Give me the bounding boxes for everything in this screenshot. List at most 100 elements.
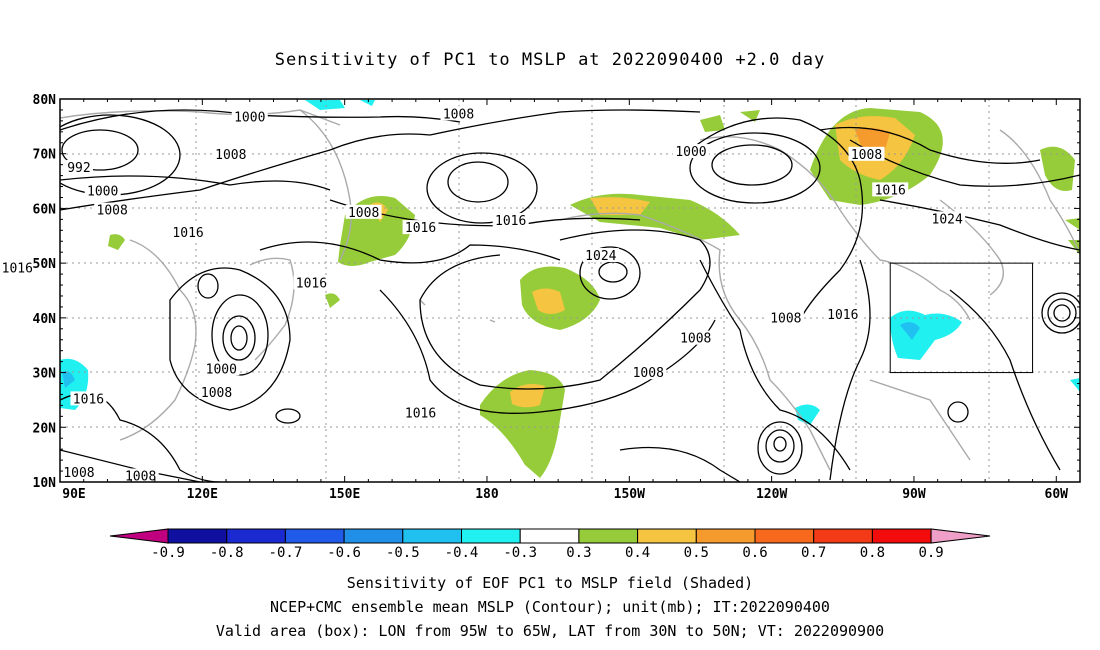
contour-label: 1016 (70, 391, 107, 407)
svg-text:1016: 1016 (405, 221, 436, 236)
colorbar-swatch (813, 528, 873, 544)
svg-text:1008: 1008 (851, 148, 882, 163)
colorbar-swatch (754, 528, 815, 544)
colorbar-swatch (578, 528, 639, 544)
contour-label: 1008 (767, 310, 804, 326)
svg-text:1008: 1008 (97, 204, 128, 219)
svg-text:1008: 1008 (443, 107, 474, 122)
colorbar-label: -0.4 (445, 545, 479, 561)
axis-ticks (59, 98, 1081, 483)
colorbar-swatch (871, 528, 932, 544)
colorbar-label: -0.3 (503, 545, 537, 561)
svg-text:1016: 1016 (73, 392, 104, 407)
colorbar-label: -0.9 (151, 545, 185, 561)
svg-text:1016: 1016 (2, 262, 33, 277)
svg-text:1000: 1000 (87, 184, 118, 199)
svg-text:1024: 1024 (932, 212, 963, 227)
svg-text:1016: 1016 (405, 407, 436, 422)
svg-text:1016: 1016 (495, 214, 526, 229)
svg-text:1008: 1008 (215, 148, 246, 163)
colorbar-swatch (695, 528, 756, 544)
contour-label: 1016 (0, 260, 36, 277)
colorbar-right-arrow (930, 528, 991, 544)
svg-text:1008: 1008 (633, 366, 664, 381)
sensitivity-shading (60, 100, 1080, 478)
lon-tick-label: 120W (756, 487, 787, 502)
map-frame (59, 98, 1081, 483)
caption-line-3: Valid area (box): LON from 95W to 65W, L… (215, 622, 885, 640)
lat-tick-label: 30N (33, 367, 57, 382)
lon-tick-label: 90E (62, 487, 85, 502)
caption-line-1: Sensitivity of EOF PC1 to MSLP field (Sh… (346, 574, 754, 592)
svg-text:1016: 1016 (296, 276, 327, 291)
colorbar-swatch (402, 528, 462, 544)
svg-text:1000: 1000 (675, 145, 706, 160)
colorbar-label: 0.3 (566, 545, 591, 561)
colorbar-label: 0.7 (801, 545, 826, 561)
colorbar-label: 0.4 (625, 545, 650, 561)
colorbar-label: -0.5 (386, 545, 420, 561)
colorbar-swatch (167, 528, 228, 544)
colorbar-label: -0.6 (327, 545, 361, 561)
svg-text:1000: 1000 (206, 362, 237, 377)
svg-text:992: 992 (67, 161, 90, 176)
contour-label: 1016 (872, 182, 909, 198)
svg-text:1008: 1008 (680, 332, 711, 347)
svg-text:1000: 1000 (234, 111, 265, 126)
colorbar-label: 0.9 (918, 545, 943, 561)
colorbar-swatch (343, 528, 404, 544)
svg-text:1008: 1008 (770, 311, 801, 326)
contour-label: 1016 (402, 220, 439, 236)
contour-label: 1008 (198, 384, 235, 401)
contour-label: 1016 (170, 225, 207, 241)
contour-label: 1024 (582, 248, 619, 264)
svg-text:1024: 1024 (585, 249, 616, 264)
lat-tick-label: 60N (33, 202, 57, 217)
lat-tick-label: 50N (33, 257, 57, 272)
lat-tick-label: 20N (33, 421, 57, 436)
colorbar-swatch (461, 528, 521, 544)
colorbar-label: 0.8 (860, 545, 885, 561)
lat-tick-label: 80N (33, 93, 57, 108)
colorbar-labels: -0.9 -0.8 -0.7 -0.6 -0.5 -0.4 -0.3 0.3 0.4 0.5 0.6… (151, 545, 944, 561)
colorbar-boxes (109, 528, 991, 544)
colorbar-swatch (519, 528, 580, 544)
latitude-labels: 80N 70N 60N 50N 40N 30N 20N 10N (33, 93, 57, 491)
valid-area-box (889, 262, 1034, 374)
contour-label: 1008 (677, 330, 714, 347)
mslp-contours (60, 109, 1080, 482)
contour-label: 1000 (203, 361, 240, 377)
colorbar-left-arrow (109, 528, 169, 544)
caption-line-2: NCEP+CMC ensemble mean MSLP (Contour); u… (270, 598, 830, 616)
svg-text:1016: 1016 (172, 226, 203, 241)
lat-tick-label: 70N (33, 148, 57, 163)
colorbar-label: 0.6 (742, 545, 767, 561)
svg-text:1008: 1008 (348, 206, 379, 221)
longitude-labels: 90E 120E 150E 180 150W 120W 90W 60W (62, 487, 1068, 502)
lon-tick-label: 90W (902, 487, 926, 502)
lat-tick-label: 40N (33, 312, 57, 327)
chart-title: Sensitivity of PC1 to MSLP at 2022090400… (274, 50, 826, 70)
lon-tick-label: 60W (1045, 487, 1069, 502)
contour-label: 1024 (929, 211, 966, 227)
contour-label: 1008 (345, 204, 382, 221)
colorbar-swatch (226, 528, 286, 544)
contour-label: 1000 (84, 183, 121, 199)
contour-label: 1008 (212, 146, 249, 163)
lon-tick-label: 180 (475, 487, 499, 502)
colorbar-swatch (284, 528, 345, 544)
contour-label: 1008 (630, 365, 667, 381)
lon-tick-label: 150W (614, 487, 645, 502)
contour-label: 1016 (824, 307, 861, 323)
contour-label: 1008 (440, 106, 477, 122)
colorbar-label: -0.7 (269, 545, 303, 561)
svg-text:1016: 1016 (875, 183, 906, 198)
colorbar-swatch (637, 528, 697, 544)
lon-tick-label: 150E (329, 487, 360, 502)
contour-label: 1008 (60, 465, 97, 481)
colorbar-label: -0.8 (210, 545, 244, 561)
contour-label: 1016 (492, 213, 529, 229)
contour-label: 1000 (672, 144, 709, 160)
